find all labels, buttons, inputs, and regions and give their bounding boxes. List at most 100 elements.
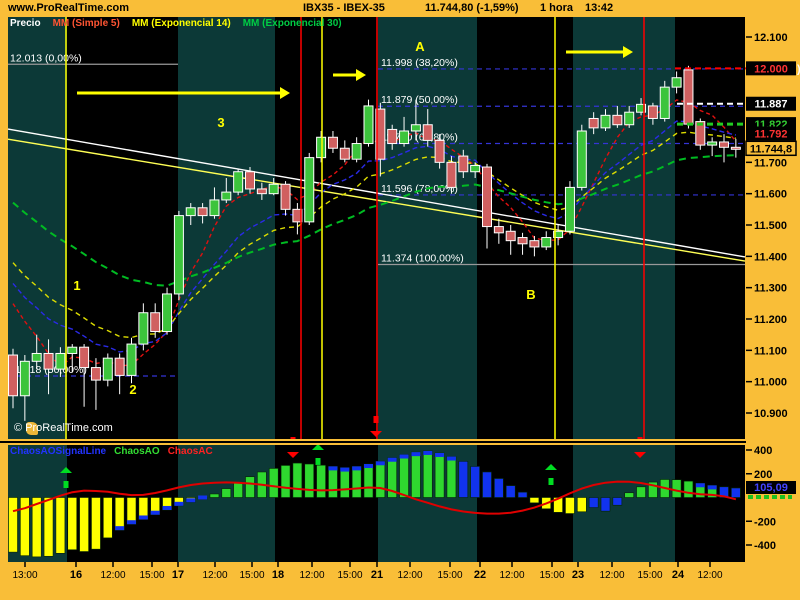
- legend-item-chaosac[interactable]: ChaosAC: [167, 446, 213, 457]
- histogram-bar-signal-cap: [352, 466, 362, 471]
- histogram-bar: [316, 464, 326, 498]
- axis-tick-label: 15:00: [437, 570, 462, 581]
- copyright-watermark: © ProRealTime.com: [14, 422, 113, 434]
- site-link[interactable]: www.ProRealTime.com: [8, 2, 130, 14]
- candle: [529, 240, 540, 248]
- histogram-bar-signal-cap: [435, 452, 445, 457]
- candle: [730, 146, 741, 150]
- candle: [31, 352, 42, 362]
- histogram-bar: [43, 497, 54, 557]
- histogram-bar: [719, 486, 729, 498]
- axis-tick-label: 11.100: [754, 345, 787, 357]
- fib-label: 11.596 (78,00%): [381, 183, 458, 195]
- histogram-bar: [209, 493, 220, 498]
- histogram-bar: [328, 466, 338, 498]
- candle: [233, 171, 244, 193]
- axis-tick-label: 11.500: [754, 220, 787, 232]
- histogram-bar: [470, 466, 480, 498]
- axis-tick-label: 400: [754, 445, 772, 457]
- axis-tick-label: 21: [371, 569, 383, 581]
- candle: [564, 186, 575, 232]
- axis-tick-label: 23: [572, 569, 584, 581]
- candle: [185, 207, 196, 217]
- histogram-bar-signal-cap: [399, 454, 409, 459]
- candle: [517, 237, 528, 245]
- histogram-bar-signal-cap: [423, 450, 433, 455]
- candle: [695, 121, 706, 146]
- histogram-bar: [494, 478, 504, 498]
- legend-item-chaosao[interactable]: ChaosAO: [114, 446, 160, 457]
- right-arrow-head: [280, 87, 290, 99]
- axis-tick-label: 12:00: [599, 570, 624, 581]
- candle: [707, 141, 718, 146]
- axis-tick-label: 12:00: [499, 570, 524, 581]
- ma-curve-ema14: [12, 131, 736, 339]
- candle: [8, 354, 18, 397]
- candle: [505, 230, 516, 242]
- down-arrow-icon: [634, 452, 646, 458]
- histogram-bar: [292, 462, 303, 498]
- marker-label: 2: [129, 382, 136, 397]
- candle: [90, 367, 101, 381]
- price-badge-label: 11.792: [754, 129, 787, 141]
- fib-label: 11.998 (38,20%): [381, 57, 458, 69]
- histogram-bar: [304, 463, 315, 498]
- prorealtime-logo-mark: [26, 422, 38, 435]
- level-lines: [675, 67, 746, 126]
- legend-item-ema14[interactable]: MM (Exponencial 14): [131, 18, 231, 29]
- axis-tick-label: 12:00: [202, 570, 227, 581]
- legend-item-ema30[interactable]: MM (Exponencial 30): [242, 18, 342, 29]
- axis-tick-label: 15:00: [337, 570, 362, 581]
- histogram-bar: [363, 463, 374, 498]
- candle: [102, 357, 113, 381]
- axis-tick-label: 11.300: [754, 283, 787, 295]
- candle: [55, 352, 66, 370]
- axis-tick-label: -400: [754, 540, 776, 552]
- axis-tick-label: 200: [754, 469, 772, 481]
- chaos-ac-line: [12, 480, 737, 515]
- axis-tick-label: 15:00: [637, 570, 662, 581]
- right-arrow-head: [623, 46, 633, 58]
- candle: [387, 128, 398, 145]
- candle: [683, 69, 694, 125]
- signal-arrow-shaft: [315, 458, 321, 465]
- price-badge-label: 11.887: [754, 99, 787, 111]
- histogram-bar: [31, 497, 42, 558]
- symbol-title: IBX35 - IBEX-35: [303, 2, 385, 14]
- histogram-bar: [280, 465, 291, 498]
- histogram-bar-signal-cap: [387, 457, 397, 462]
- axis-tick-label: 13:00: [12, 570, 37, 581]
- histogram-bar: [375, 460, 386, 498]
- axis-tick-label: 11.000: [754, 377, 787, 389]
- candle: [19, 360, 30, 397]
- histogram-bar: [446, 456, 457, 498]
- legend-item-precio[interactable]: Precio: [10, 18, 41, 29]
- candle: [43, 352, 54, 370]
- price-axis: 12.100 11.700 11.600 11.500 11.400 11.300 11.2…: [745, 32, 800, 420]
- legend-item-sma5[interactable]: MM (Simple 5): [52, 18, 120, 29]
- axis-tick-label: 11.600: [754, 189, 787, 201]
- signal-arrow-shaft: [373, 416, 379, 423]
- histogram-bar-signal-cap: [174, 501, 184, 506]
- histogram-bar: [8, 497, 18, 553]
- histogram-bar: [482, 471, 492, 498]
- histogram-bar: [411, 451, 421, 498]
- candle: [268, 183, 279, 195]
- legend-item-chaosaosignalline[interactable]: ChaosAOSignalLine: [10, 446, 107, 457]
- histogram-bar: [268, 468, 279, 498]
- candle: [327, 136, 338, 149]
- histogram-bar-signal-cap: [446, 456, 456, 461]
- axis-tick-label: 15:00: [239, 570, 264, 581]
- histogram-bar-signal-cap: [328, 466, 338, 471]
- histogram-bar-signal-cap: [162, 505, 172, 510]
- separator-gap: [0, 439, 746, 445]
- histogram-bar: [221, 488, 232, 498]
- timeframe-label[interactable]: 1 hora: [540, 2, 574, 14]
- candle: [493, 226, 504, 234]
- histogram-bar: [67, 497, 78, 551]
- indicator-axis: 400 200 -200 -400 105,09: [746, 445, 796, 552]
- annotations: A B 1 2 3: [60, 39, 646, 488]
- candle: [304, 157, 315, 223]
